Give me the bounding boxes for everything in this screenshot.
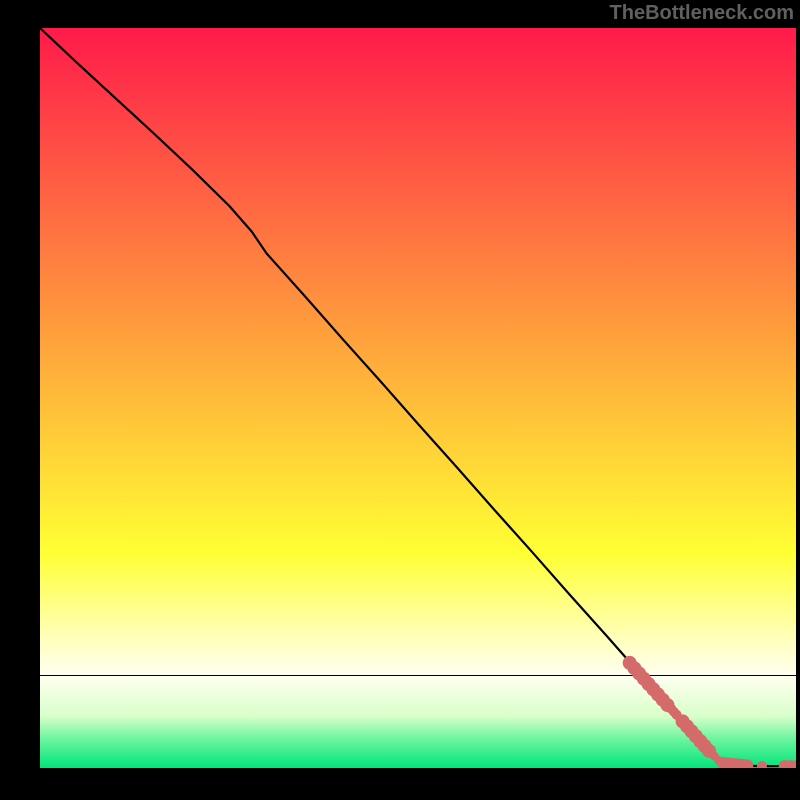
chart-overlay xyxy=(40,28,796,768)
bottleneck-curve xyxy=(40,28,796,766)
attribution-text: TheBottleneck.com xyxy=(610,2,794,25)
data-marker xyxy=(757,761,767,768)
chart-container: TheBottleneck.com xyxy=(0,0,800,800)
plot-area xyxy=(40,28,796,768)
